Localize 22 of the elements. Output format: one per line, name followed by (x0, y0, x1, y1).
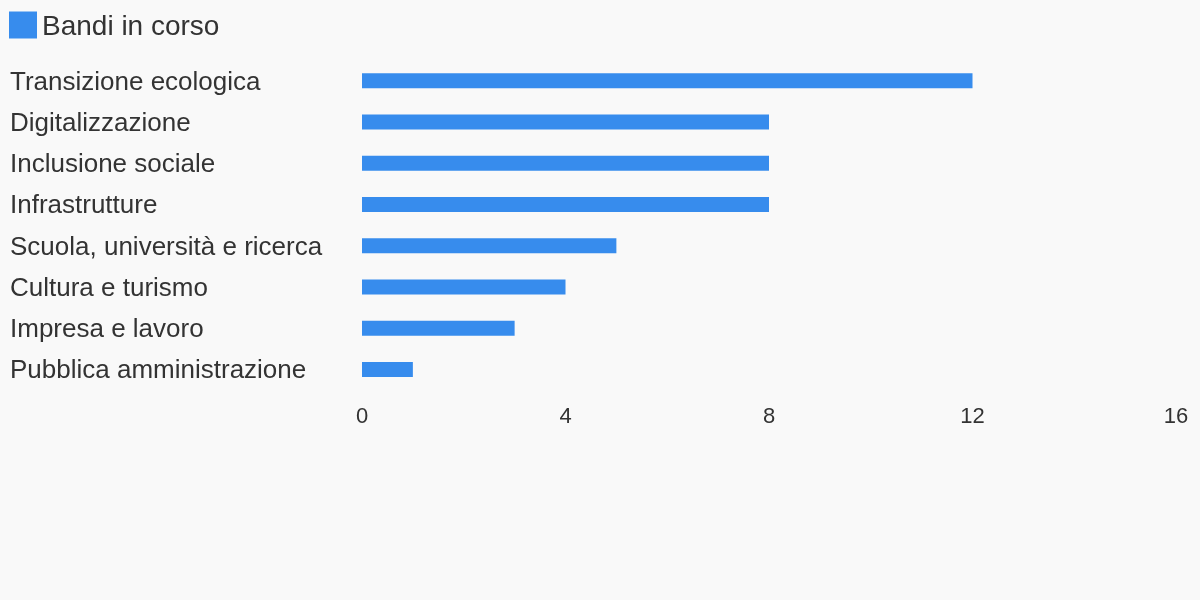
x-tick-label: 0 (355, 402, 369, 428)
legend-label: Bandi in corso (42, 9, 220, 41)
y-tick-label: Impresa e lavoro (10, 313, 204, 344)
bar (362, 238, 617, 254)
x-tick-label: 12 (960, 402, 985, 428)
x-tick-label: 16 (1163, 402, 1189, 428)
bar (362, 114, 769, 130)
bar (362, 320, 515, 336)
y-tick-label: Digitalizzazione (10, 106, 191, 137)
y-tick-label: Infrastrutture (10, 189, 158, 220)
y-tick-label: Pubblica amministrazione (10, 354, 307, 385)
bar (362, 279, 566, 295)
y-tick-label: Scuola, università e ricerca (10, 230, 323, 261)
bar (362, 155, 769, 171)
y-tick-label: Cultura e turismo (10, 271, 208, 302)
x-tick-label: 8 (762, 402, 776, 428)
y-tick-label: Transizione ecologica (10, 65, 262, 96)
bar (362, 73, 973, 89)
y-tick-label: Inclusione sociale (10, 148, 216, 179)
x-tick-label: 4 (559, 402, 572, 428)
bar (362, 361, 413, 377)
bar (362, 196, 769, 212)
